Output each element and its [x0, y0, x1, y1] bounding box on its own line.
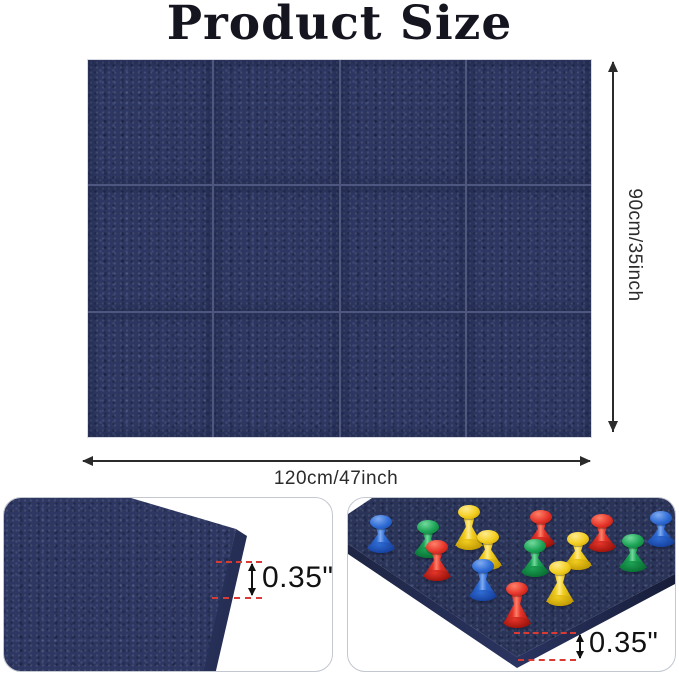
pin-head	[426, 540, 448, 554]
dashed-guide-bottom	[518, 659, 576, 661]
pin-base	[648, 536, 674, 547]
felt-tile	[214, 186, 339, 311]
pin-head	[622, 534, 644, 548]
pin-head	[472, 559, 494, 573]
pin-head	[549, 561, 571, 575]
thickness-arrow-icon	[248, 563, 256, 596]
push-pin-red	[584, 514, 620, 556]
pin-head	[650, 511, 672, 525]
felt-tile	[466, 60, 591, 185]
pin-head	[370, 515, 392, 529]
push-pin-blue	[465, 559, 501, 605]
push-pin-red	[499, 582, 535, 632]
dashed-guide-top	[514, 632, 576, 634]
felt-board	[87, 59, 592, 438]
width-dimension-line	[83, 460, 590, 462]
pin-base	[456, 539, 482, 550]
pin-base	[424, 570, 450, 581]
thickness-arrow-icon	[576, 634, 584, 659]
thickness-label: 0.35"	[589, 627, 659, 659]
push-pin-red	[419, 540, 455, 585]
felt-tile	[214, 312, 339, 437]
felt-tile	[214, 60, 339, 185]
pin-base	[415, 547, 441, 558]
felt-tile	[88, 312, 213, 437]
pin-base	[368, 542, 394, 553]
felt-tile	[340, 60, 465, 185]
pin-head	[458, 505, 480, 519]
height-dimension-label: 90cm/35inch	[624, 188, 645, 302]
arrowhead-right-icon	[580, 456, 591, 466]
pin-head	[591, 514, 613, 528]
felt-tile	[466, 312, 591, 437]
pin-base	[470, 590, 496, 601]
felt-tile	[88, 60, 213, 185]
thickness-label: 0.35"	[262, 561, 333, 594]
push-pin-blue	[643, 511, 675, 551]
height-dimension-line	[612, 62, 614, 432]
pin-base	[565, 559, 591, 570]
pin-base	[620, 561, 646, 572]
pin-head	[524, 539, 546, 553]
pin-base	[547, 595, 573, 606]
pin-head	[530, 510, 552, 524]
pin-base	[589, 541, 615, 552]
felt-tile	[340, 312, 465, 437]
dashed-guide-top	[216, 561, 262, 563]
felt-tile	[340, 186, 465, 311]
pin-base	[522, 566, 548, 577]
push-pin-green	[517, 539, 553, 581]
pins-layer	[348, 498, 675, 671]
width-dimension-label: 120cm/47inch	[273, 468, 399, 489]
pin-head	[567, 532, 589, 546]
arrowhead-left-icon	[82, 456, 93, 466]
pin-head	[506, 582, 528, 596]
arrowhead-up-icon	[608, 61, 618, 72]
pin-head	[417, 520, 439, 534]
page-title: Product Size	[166, 0, 513, 51]
pinboard-closeup-panel: 0.35"	[347, 497, 676, 672]
push-pin-yellow	[542, 561, 578, 610]
push-pin-green	[615, 534, 651, 576]
pin-head	[477, 530, 499, 544]
pin-base	[504, 617, 530, 628]
push-pin-blue	[363, 515, 399, 557]
arrowhead-down-icon	[608, 421, 618, 432]
felt-sheet-surface	[4, 498, 236, 671]
dashed-guide-bottom	[212, 597, 262, 599]
felt-tile	[88, 186, 213, 311]
felt-tile	[466, 186, 591, 311]
thickness-closeup-panel: 0.35"	[3, 497, 333, 672]
